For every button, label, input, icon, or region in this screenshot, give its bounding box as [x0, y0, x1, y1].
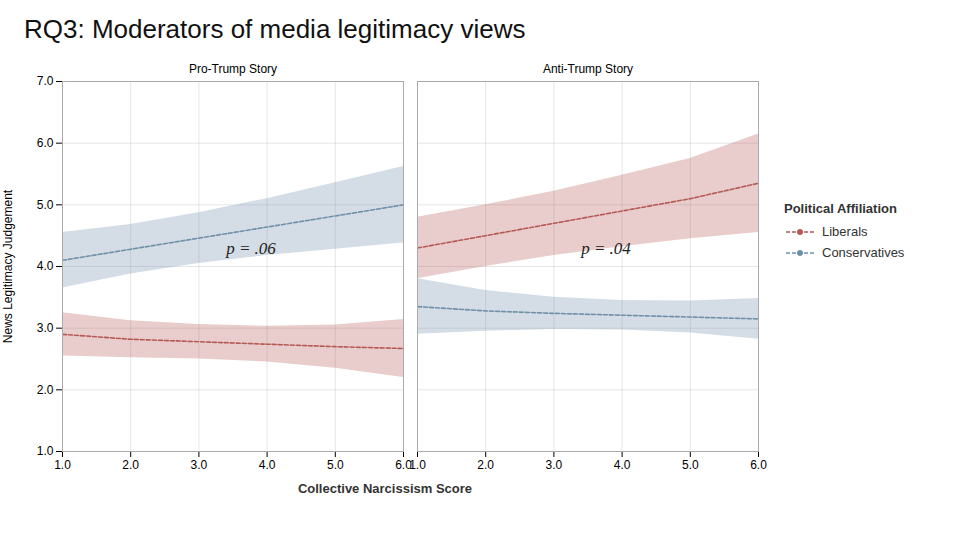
svg-text:1.0: 1.0 — [409, 458, 426, 472]
svg-text:5.0: 5.0 — [682, 458, 699, 472]
svg-text:6.0: 6.0 — [395, 458, 412, 472]
svg-text:1.0: 1.0 — [54, 458, 71, 472]
svg-text:3.0: 3.0 — [546, 458, 563, 472]
svg-text:4.0: 4.0 — [259, 458, 276, 472]
svg-text:7.0: 7.0 — [37, 74, 54, 88]
html-text:Liberals: Liberals — [822, 224, 868, 239]
svg-text:3.0: 3.0 — [37, 321, 54, 335]
html-text:Conservatives: Conservatives — [822, 245, 905, 260]
svg-text:2.0: 2.0 — [122, 458, 139, 472]
svg-text:5.0: 5.0 — [37, 198, 54, 212]
svg-text:4.0: 4.0 — [37, 259, 54, 273]
svg-text:News Legitimacy Judgement: News Legitimacy Judgement — [1, 189, 15, 343]
svg-text:6.0: 6.0 — [750, 458, 767, 472]
svg-text:4.0: 4.0 — [614, 458, 631, 472]
html-text:Collective Narcissism Score: Collective Narcissism Score — [297, 481, 473, 496]
html-text:Political Affiliation: Political Affiliation — [784, 201, 897, 216]
svg-text:p = .04: p = .04 — [580, 239, 631, 258]
svg-text:Anti-Trump Story: Anti-Trump Story — [543, 62, 633, 76]
svg-text:p = .06: p = .06 — [225, 239, 276, 258]
svg-text:Pro-Trump Story: Pro-Trump Story — [189, 62, 277, 76]
svg-text:2.0: 2.0 — [477, 458, 494, 472]
html-text:RQ3: Moderators of media legit: RQ3: Moderators of media legitimacy view… — [24, 14, 526, 44]
svg-text:5.0: 5.0 — [327, 458, 344, 472]
svg-text:3.0: 3.0 — [191, 458, 208, 472]
svg-text:2.0: 2.0 — [37, 383, 54, 397]
svg-text:6.0: 6.0 — [37, 136, 54, 150]
svg-text:1.0: 1.0 — [37, 444, 54, 458]
